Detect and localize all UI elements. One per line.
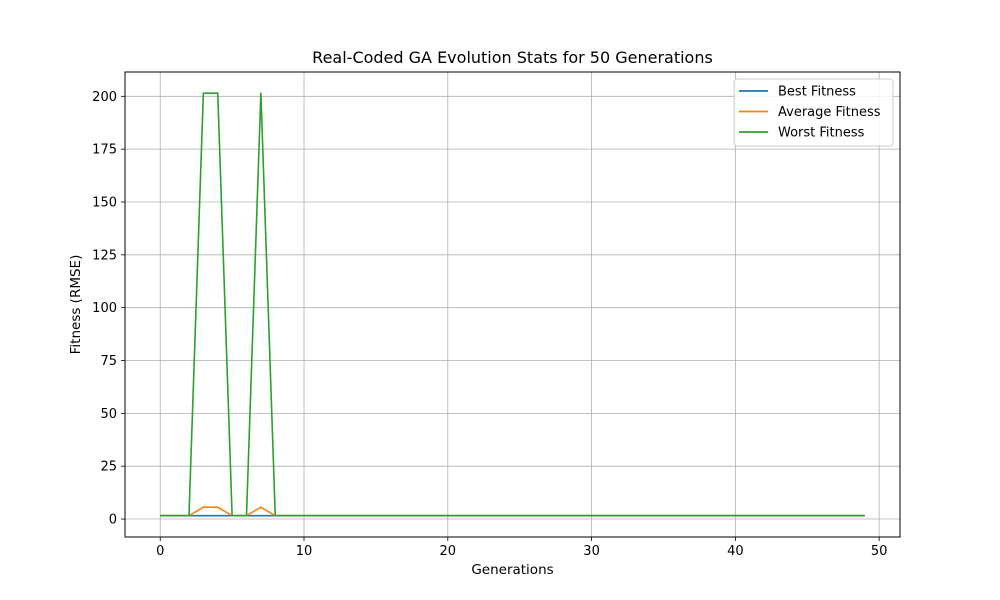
y-tick-label: 100 (92, 301, 117, 316)
legend-box (733, 78, 894, 147)
y-tick-label: 150 (92, 195, 117, 210)
legend: Best Fitness Average Fitness Worst Fitness (733, 78, 894, 147)
plot-series (160, 92, 865, 517)
y-tick-label: 25 (100, 460, 117, 475)
plot-frame (124, 71, 901, 538)
y-tick-label: 0 (109, 513, 117, 528)
legend-label: Best Fitness (778, 85, 856, 100)
series-line-3 (160, 92, 865, 517)
y-tick-label: 50 (100, 407, 117, 422)
y-tick-label: 200 (92, 90, 117, 105)
x-tick-label: 10 (296, 544, 313, 559)
y-tick-label: 125 (92, 248, 117, 263)
x-tick-label: 0 (156, 544, 164, 559)
grid (125, 72, 900, 537)
x-axis-label: Generations (471, 562, 553, 578)
legend-label: Average Fitness (778, 105, 881, 120)
y-tick-label: 175 (92, 143, 117, 158)
legend-label: Worst Fitness (778, 126, 865, 141)
y-tick-label: 75 (100, 354, 117, 369)
y-axis-label: Fitness (RMSE) (68, 255, 84, 355)
x-tick-label: 40 (727, 544, 744, 559)
axis-ticks: 0 10 20 30 40 50 0 25 50 75 100 125 150 175 200 (92, 90, 887, 559)
x-tick-label: 50 (871, 544, 888, 559)
chart-title: Real-Coded GA Evolution Stats for 50 Gen… (312, 48, 713, 67)
x-tick-label: 20 (440, 544, 457, 559)
x-tick-label: 30 (583, 544, 600, 559)
